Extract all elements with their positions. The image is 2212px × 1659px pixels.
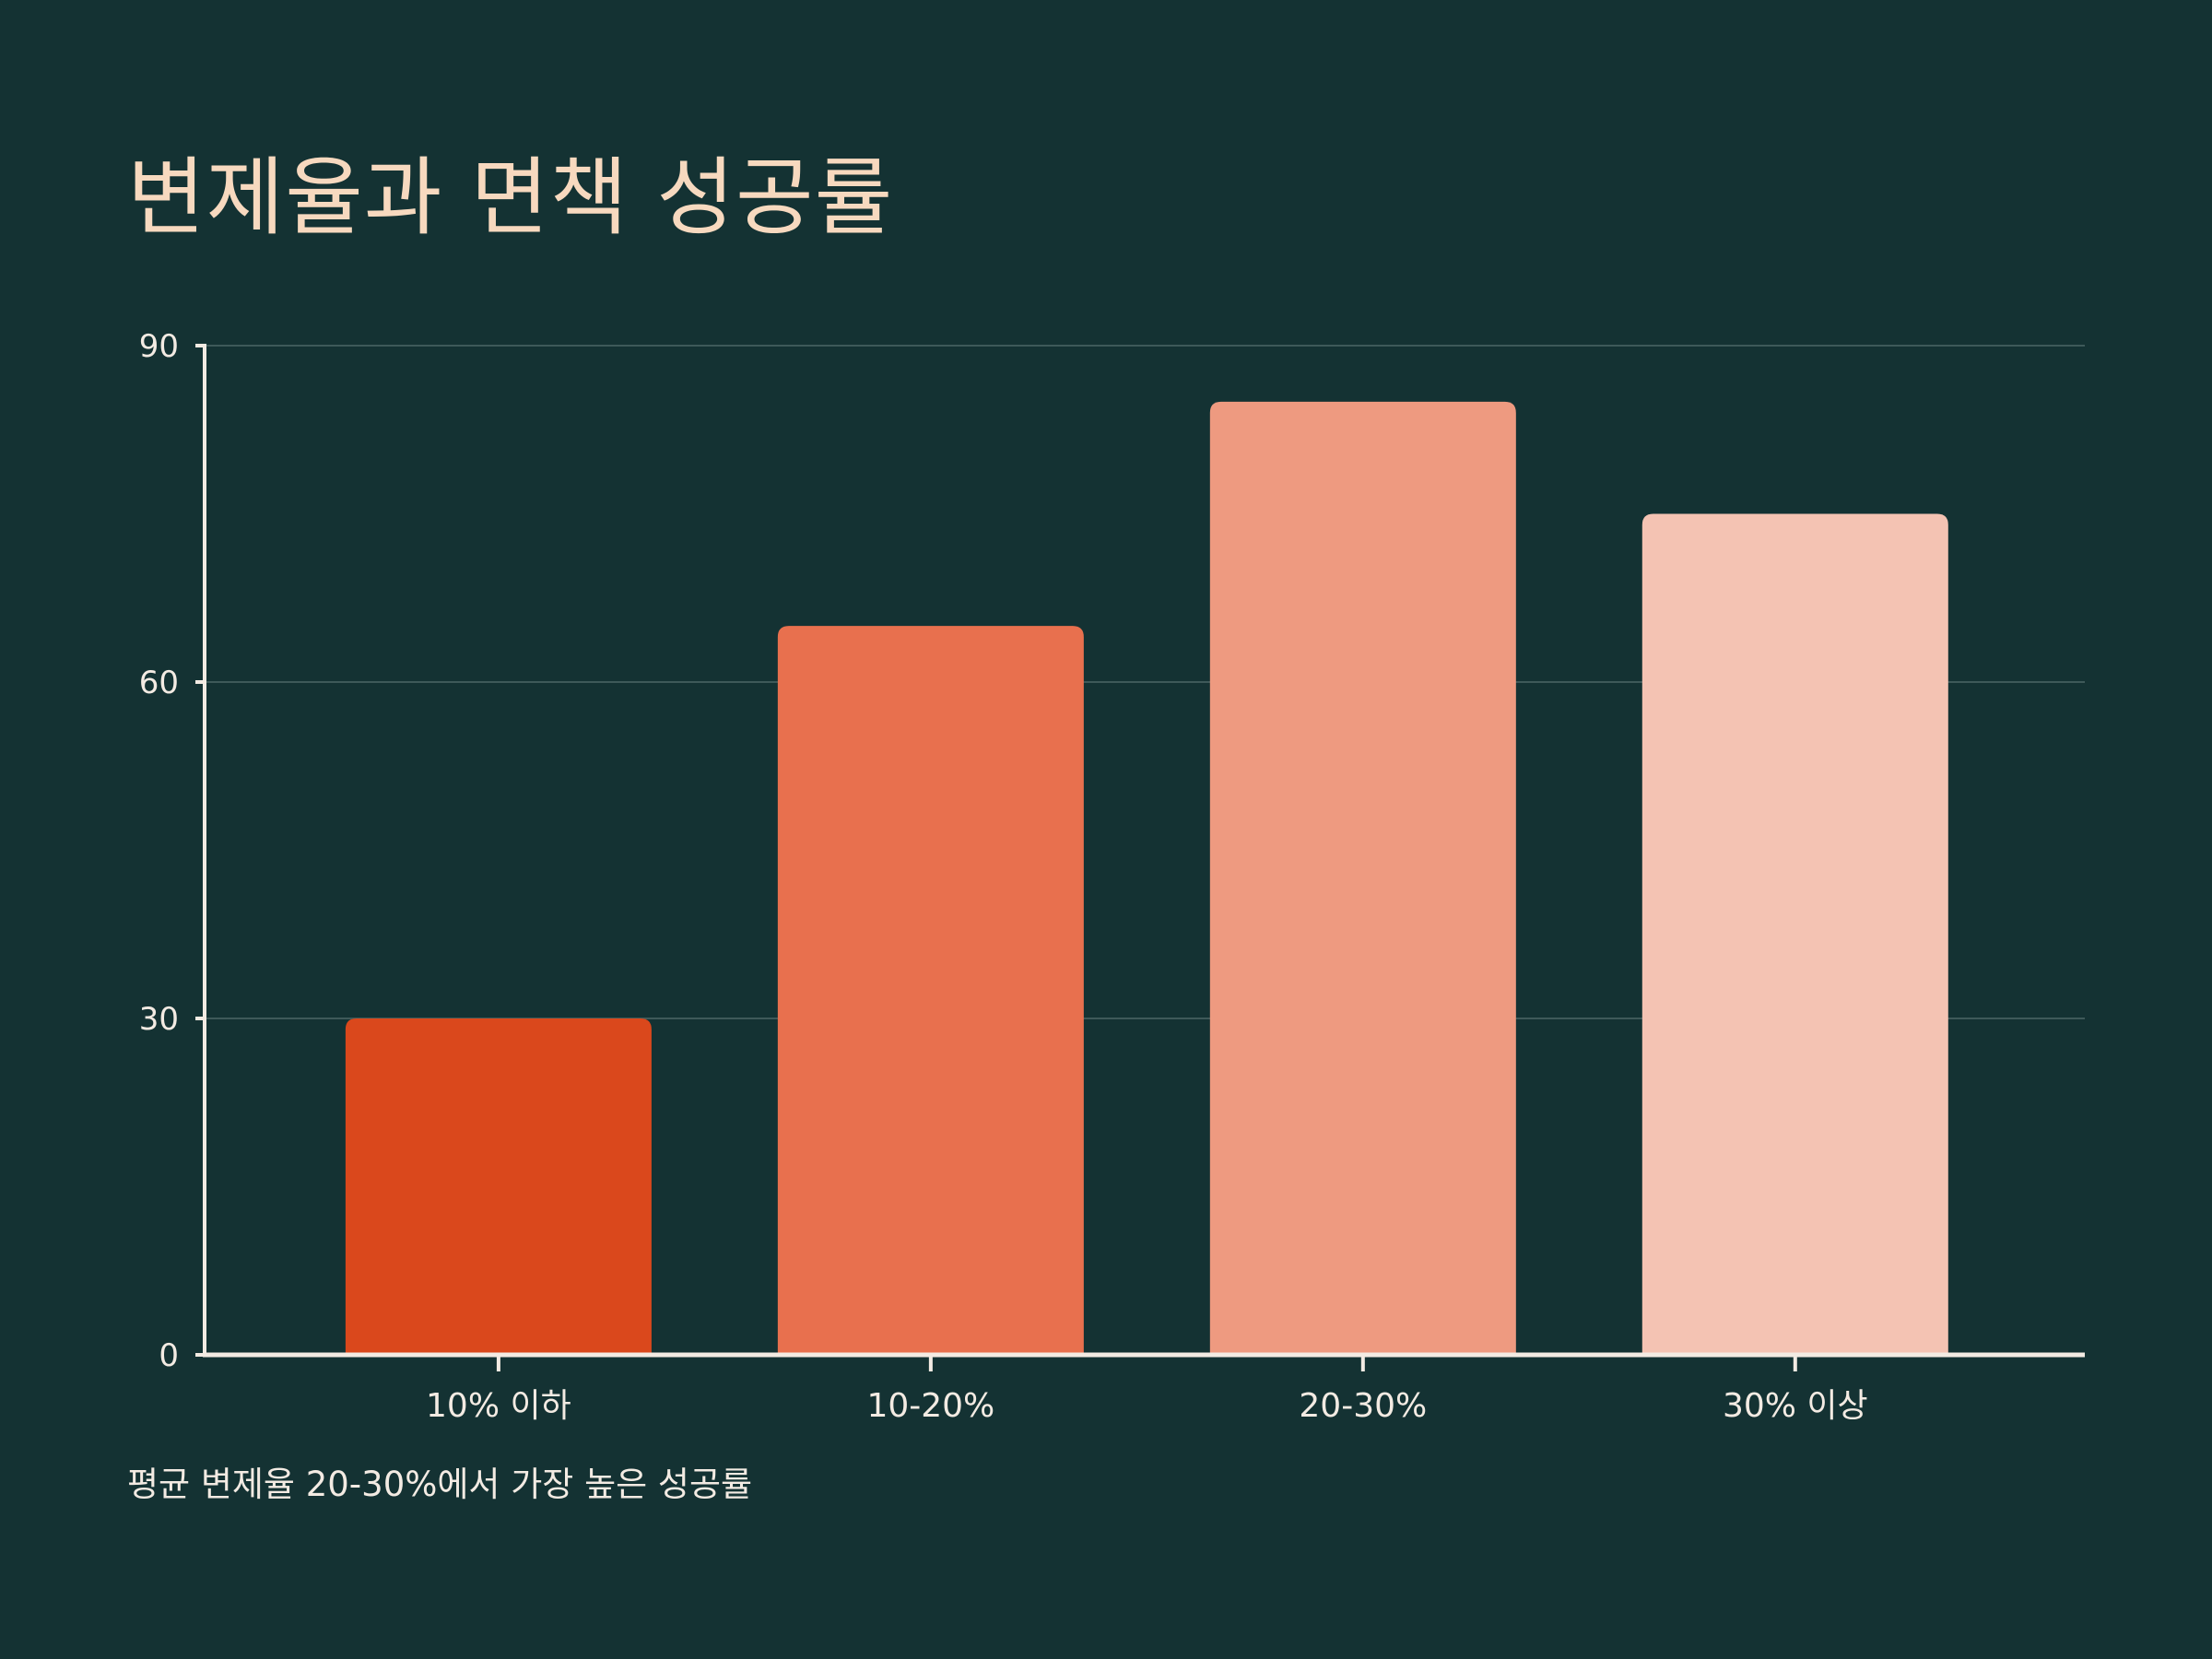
y-tick-label: 90 (139, 328, 179, 365)
y-tick-label: 0 (159, 1337, 179, 1374)
axis-labels: 0 30 60 90 10% 이하 10-20% 20-30% 30% 이상 (139, 328, 1868, 1425)
chart-title: 변제율과 면책 성공률 (127, 148, 894, 247)
bar (345, 1018, 652, 1355)
bar (777, 626, 1084, 1355)
bars (345, 401, 1948, 1355)
x-tick-label: 20-30% (1299, 1387, 1427, 1425)
axes (195, 344, 2085, 1371)
chart-note: 평균 변제율 20-30%에서 가장 높은 성공률 (127, 1465, 753, 1504)
y-tick-label: 30 (139, 1001, 179, 1038)
x-tick-label: 10% 이하 (426, 1387, 571, 1425)
y-tick-label: 60 (139, 665, 179, 701)
bar (1641, 513, 1948, 1355)
bar (1209, 401, 1516, 1355)
x-tick-label: 10-20% (866, 1387, 994, 1425)
x-tick-label: 30% 이상 (1723, 1387, 1868, 1425)
